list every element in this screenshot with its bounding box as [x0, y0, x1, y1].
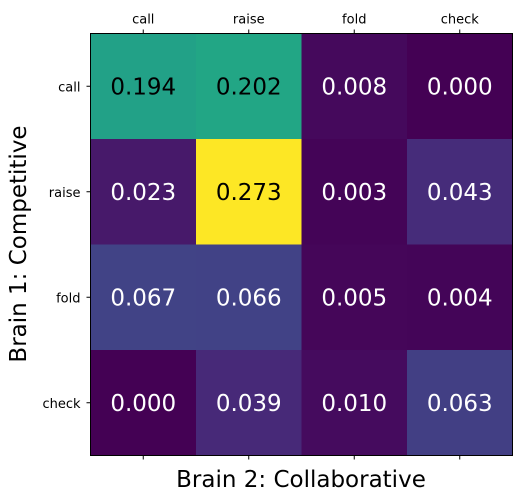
heatmap-cell-value: 0.008	[321, 74, 387, 100]
heatmap-cell	[407, 33, 513, 140]
heatmap-cell	[301, 350, 408, 456]
y-axis-ticks: call raise fold check	[42, 80, 91, 412]
heatmap-cell-value: 0.067	[110, 285, 176, 311]
heatmap-cell	[407, 244, 513, 351]
heatmap-cell	[90, 139, 197, 245]
heatmap-cell-value: 0.194	[110, 74, 176, 100]
heatmap-cell-value: 0.004	[427, 285, 493, 311]
x-axis-label: Brain 2: Collaborative	[176, 467, 426, 493]
heatmap-cell	[301, 33, 408, 140]
heatmap-cell	[90, 33, 197, 140]
x-tick-label: raise	[233, 13, 265, 28]
heatmap-cell	[301, 244, 408, 351]
y-tick-label: raise	[49, 186, 81, 201]
heatmap-cell	[196, 244, 302, 351]
heatmap-cell	[90, 350, 197, 456]
heatmap-cell-value: 0.043	[427, 180, 493, 206]
heatmap-cell	[90, 244, 197, 351]
heatmap-cell-value: 0.023	[110, 180, 176, 206]
x-tick-label: fold	[342, 13, 366, 28]
heatmap-cell-value: 0.273	[216, 180, 282, 206]
heatmap-cell-value: 0.010	[321, 391, 387, 417]
y-tick-label: call	[58, 80, 80, 95]
heatmap-cell-value: 0.066	[216, 285, 282, 311]
heatmap-cell-value: 0.005	[321, 285, 387, 311]
heatmap-cell	[407, 139, 513, 245]
plot-frame	[90, 33, 513, 456]
heatmap-cell	[407, 350, 513, 456]
heatmap-cell-value: 0.202	[216, 74, 282, 100]
heatmap-cell	[196, 350, 302, 456]
heatmap-cell-value: 0.003	[321, 180, 387, 206]
heatmap-cell	[196, 139, 302, 245]
y-tick-label: fold	[56, 291, 80, 306]
y-tick-label: check	[42, 397, 81, 412]
heatmap-cell	[301, 139, 408, 245]
heatmap-cell	[196, 33, 302, 140]
heatmap-cell-value: 0.000	[427, 74, 493, 100]
x-axis-ticks: call raise fold check	[132, 13, 479, 460]
y-axis-label: Brain 1: Competitive	[6, 125, 32, 362]
heatmap-cell-value: 0.000	[110, 391, 176, 417]
heatmap-cell-labels: 0.194 0.202 0.008 0.000 0.023 0.273 0.003 0.043…	[110, 74, 492, 417]
heatmap-cell-value: 0.039	[216, 391, 282, 417]
x-tick-label: call	[132, 13, 154, 28]
heatmap-cell-value: 0.063	[427, 391, 493, 417]
heatmap-cells	[90, 33, 513, 456]
x-tick-label: check	[441, 13, 480, 28]
